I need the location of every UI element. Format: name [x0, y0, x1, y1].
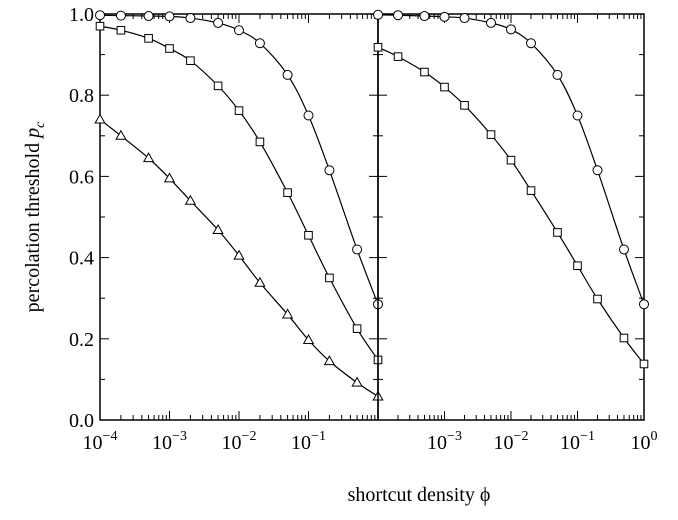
right-circle-point	[459, 13, 470, 24]
left-circle-point	[143, 11, 154, 22]
left-circle-point	[324, 165, 335, 176]
right-x-tick-label: 100	[631, 429, 658, 454]
left-square-point	[165, 44, 174, 53]
right-circle-point	[552, 69, 563, 80]
right-circle-point	[373, 9, 383, 20]
left-circle-point	[303, 110, 314, 121]
right-square-point	[593, 294, 602, 304]
left-plot-frame	[99, 13, 379, 421]
right-square-point	[639, 359, 649, 369]
left-triangle-point	[254, 276, 266, 287]
left-triangle-point	[323, 355, 336, 366]
y-tick-label: 0.4	[69, 248, 94, 270]
right-square-point	[506, 155, 516, 165]
right-square-point	[526, 186, 536, 195]
left-x-tick-label: 10−2	[222, 429, 257, 454]
left-circle-point	[185, 13, 196, 24]
right-circle-point	[592, 165, 603, 176]
left-x-tick-label: 10−3	[152, 429, 187, 454]
left-circle-point	[115, 10, 126, 21]
right-circle-point	[393, 10, 404, 21]
right-square-series-line	[377, 46, 645, 365]
right-circle-point	[485, 17, 496, 28]
right-square-point	[460, 101, 469, 110]
right-circle-point	[439, 11, 450, 22]
left-circle-series-line	[99, 14, 379, 305]
right-x-tick-label: 10−3	[427, 429, 462, 454]
right-square-point	[619, 333, 629, 343]
left-square-point	[255, 137, 265, 147]
plot-layer: 10−4 10−3 10−2 10−1 0.0 0.2 0.4 0.6 0.8 1.0 percol…	[22, 4, 658, 454]
right-circle-point	[639, 299, 649, 310]
left-square-point	[304, 230, 313, 240]
left-triangle-point	[212, 223, 224, 234]
left-triangle-point	[142, 152, 155, 163]
left-triangle-point	[351, 376, 363, 387]
y-tick-label: 0.0	[69, 410, 94, 432]
right-x-tick-label: 10−1	[560, 429, 595, 454]
left-square-point	[325, 273, 334, 283]
left-circle-point	[213, 17, 224, 28]
right-square-point	[553, 228, 562, 237]
left-triangle-point	[94, 113, 106, 124]
left-circle-point	[95, 10, 105, 21]
left-square-point	[144, 34, 153, 43]
left-square-point	[116, 25, 126, 35]
y-tick-label: 0.6	[69, 166, 94, 188]
left-square-point	[234, 106, 244, 115]
left-triangle-point	[302, 334, 315, 345]
left-square-point	[352, 324, 362, 333]
y-tick-label: 0.8	[69, 85, 94, 107]
left-square-point	[186, 56, 195, 65]
y-tick-label: 0.2	[69, 329, 94, 351]
left-square-point	[283, 188, 292, 197]
right-circle-point	[526, 38, 537, 49]
left-triangle-point	[184, 194, 197, 205]
y-axis-label: percolation threshold pc	[22, 121, 48, 312]
right-square-point	[440, 82, 449, 92]
left-circle-point	[164, 11, 175, 22]
right-square-point	[373, 42, 383, 52]
left-square-point	[95, 21, 105, 31]
left-square-series-line	[99, 25, 379, 361]
right-circle-point	[572, 110, 583, 121]
y-tick-label: 1.0	[69, 4, 94, 26]
right-circle-point	[419, 11, 430, 22]
right-square-point	[393, 52, 403, 61]
right-plot-frame	[377, 13, 645, 421]
left-triangle-point	[281, 308, 294, 319]
right-square-point	[486, 130, 496, 139]
left-x-tick-label: 10−4	[83, 429, 118, 454]
x-axis-label: shortcut density ϕ	[348, 484, 491, 506]
left-circle-point	[282, 69, 293, 80]
left-circle-point	[234, 25, 244, 36]
right-square-point	[573, 261, 582, 271]
left-triangle-point	[163, 172, 176, 183]
left-triangle-point	[233, 249, 245, 260]
right-square-point	[420, 67, 429, 77]
right-circle-point	[506, 24, 516, 35]
right-x-tick-label: 10−2	[494, 429, 529, 454]
left-x-tick-label: 10−1	[291, 429, 326, 454]
left-square-point	[213, 81, 223, 91]
left-circle-point	[352, 244, 363, 255]
left-circle-point	[254, 38, 265, 49]
right-circle-point	[618, 244, 629, 255]
left-triangle-point	[115, 129, 127, 140]
